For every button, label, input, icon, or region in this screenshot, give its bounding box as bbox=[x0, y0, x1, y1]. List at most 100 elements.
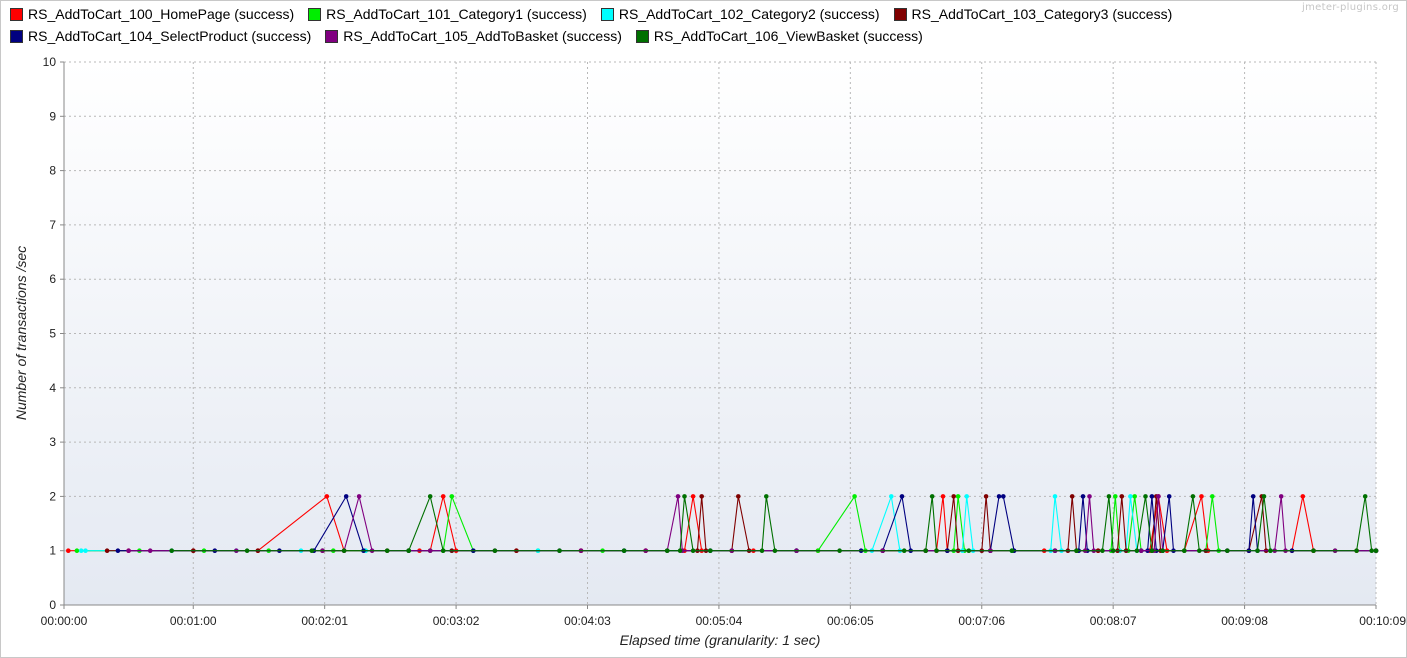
data-point bbox=[1074, 548, 1079, 553]
legend-label: RS_AddToCart_105_AddToBasket (success) bbox=[343, 28, 622, 44]
data-point bbox=[1080, 494, 1086, 499]
data-point bbox=[682, 494, 687, 499]
data-point bbox=[955, 494, 961, 499]
data-point bbox=[1166, 494, 1172, 499]
data-point bbox=[324, 494, 330, 499]
data-point bbox=[772, 548, 778, 553]
data-point bbox=[1362, 494, 1368, 499]
y-tick-label: 9 bbox=[49, 109, 56, 123]
legend-swatch bbox=[10, 30, 23, 43]
data-point bbox=[492, 548, 498, 553]
y-tick-label: 6 bbox=[49, 272, 56, 286]
y-tick-label: 7 bbox=[49, 218, 56, 232]
data-point bbox=[1156, 494, 1161, 499]
data-point bbox=[427, 548, 433, 553]
data-point bbox=[940, 494, 946, 499]
watermark: jmeter-plugins.org bbox=[1302, 2, 1399, 13]
data-point bbox=[1052, 494, 1058, 499]
legend-item: RS_AddToCart_103_Category3 (success) bbox=[893, 6, 1173, 23]
data-point bbox=[690, 548, 696, 553]
y-tick-label: 1 bbox=[49, 544, 56, 558]
data-point bbox=[736, 494, 741, 499]
data-point bbox=[852, 494, 857, 499]
data-point bbox=[427, 494, 433, 499]
data-point bbox=[406, 548, 412, 553]
y-tick-label: 0 bbox=[49, 598, 56, 612]
data-point bbox=[1255, 548, 1260, 553]
data-point bbox=[1149, 548, 1155, 553]
data-point bbox=[964, 494, 969, 499]
data-point bbox=[83, 548, 88, 553]
data-point bbox=[899, 494, 905, 499]
data-point bbox=[1250, 494, 1256, 499]
data-point bbox=[934, 548, 939, 553]
data-point bbox=[78, 548, 84, 553]
data-point bbox=[126, 548, 131, 553]
legend-swatch bbox=[893, 8, 907, 21]
legend-swatch bbox=[600, 8, 614, 21]
legend-label: RS_AddToCart_100_HomePage (success) bbox=[28, 6, 295, 22]
data-point bbox=[1149, 494, 1155, 499]
x-tick-label: 00:02:01 bbox=[301, 614, 348, 628]
x-tick-label: 00:08:07 bbox=[1090, 614, 1137, 628]
data-point bbox=[889, 494, 894, 499]
data-point bbox=[343, 494, 349, 499]
data-point bbox=[983, 494, 989, 499]
data-point bbox=[1100, 548, 1105, 553]
x-tick-label: 00:09:08 bbox=[1221, 614, 1268, 628]
data-point bbox=[929, 494, 935, 499]
data-point bbox=[1138, 548, 1144, 553]
x-tick-label: 00:03:02 bbox=[433, 614, 480, 628]
data-point bbox=[1373, 548, 1379, 553]
legend-label: RS_AddToCart_102_Category2 (success) bbox=[618, 6, 880, 22]
data-point bbox=[1210, 494, 1215, 499]
data-point bbox=[1128, 494, 1133, 499]
tick-labels: 0 1 2 3 4 5 6 7 8 9 10 00:00:00 00:01:00 00:02:01 00:0… bbox=[41, 55, 1407, 628]
series-layer bbox=[66, 494, 1379, 553]
data-point bbox=[74, 548, 80, 553]
legend-swatch bbox=[10, 8, 23, 21]
x-tick-label: 00:04:03 bbox=[564, 614, 611, 628]
data-point bbox=[1268, 548, 1273, 553]
x-tick-label: 00:10:09 bbox=[1359, 614, 1406, 628]
data-point bbox=[759, 548, 765, 553]
data-point bbox=[675, 494, 681, 499]
y-axis-title: Number of transactions /sec bbox=[13, 246, 29, 420]
legend-item: RS_AddToCart_105_AddToBasket (success) bbox=[325, 28, 622, 45]
data-point bbox=[1134, 548, 1140, 553]
data-point bbox=[1143, 494, 1148, 499]
data-point bbox=[1261, 494, 1267, 499]
legend-item: RS_AddToCart_100_HomePage (success) bbox=[10, 6, 294, 23]
y-tick-label: 4 bbox=[49, 381, 56, 395]
data-point bbox=[1110, 548, 1116, 553]
data-point bbox=[664, 548, 670, 553]
data-point bbox=[341, 548, 347, 553]
data-point bbox=[690, 494, 696, 499]
x-tick-label: 00:00:00 bbox=[41, 614, 88, 628]
data-point bbox=[1113, 494, 1118, 499]
data-point bbox=[621, 548, 627, 553]
data-point bbox=[244, 548, 250, 553]
data-point bbox=[104, 548, 110, 553]
legend: RS_AddToCart_100_HomePage (success) RS_Ad… bbox=[10, 6, 1280, 45]
data-point bbox=[923, 548, 928, 553]
data-point bbox=[837, 548, 842, 553]
legend-swatch bbox=[635, 30, 649, 43]
data-point bbox=[1278, 494, 1284, 499]
data-point bbox=[1225, 548, 1230, 553]
data-point bbox=[147, 548, 153, 553]
legend-swatch bbox=[308, 8, 322, 21]
data-point bbox=[1119, 494, 1125, 499]
data-point bbox=[557, 548, 562, 553]
legend-label: RS_AddToCart_103_Category3 (success) bbox=[911, 6, 1173, 22]
x-tick-label: 00:05:04 bbox=[696, 614, 743, 628]
legend-item: RS_AddToCart_101_Category1 (success) bbox=[308, 6, 587, 23]
data-point bbox=[699, 494, 704, 499]
data-point bbox=[901, 548, 907, 553]
legend-label: RS_AddToCart_101_Category1 (success) bbox=[326, 6, 587, 22]
data-point bbox=[66, 548, 71, 553]
data-point bbox=[708, 548, 713, 553]
x-axis-title: Elapsed time (granularity: 1 sec) bbox=[620, 632, 821, 648]
y-tick-label: 10 bbox=[43, 55, 57, 69]
legend-swatch bbox=[325, 30, 339, 43]
